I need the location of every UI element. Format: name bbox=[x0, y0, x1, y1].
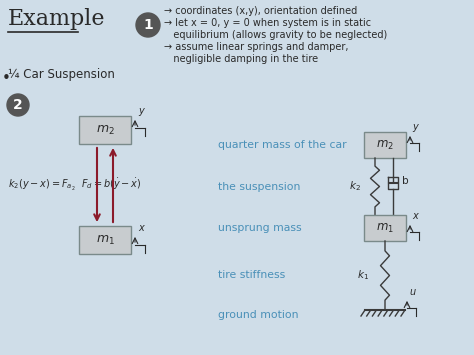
Text: •: • bbox=[2, 71, 11, 86]
Text: b: b bbox=[402, 175, 409, 186]
Text: y: y bbox=[412, 122, 418, 132]
Text: $k_2(y-x)=F_{a_2}\ \ F_d=b(\dot{y}-\dot{x})$: $k_2(y-x)=F_{a_2}\ \ F_d=b(\dot{y}-\dot{… bbox=[8, 177, 142, 193]
Circle shape bbox=[136, 13, 160, 37]
Text: quarter mass of the car: quarter mass of the car bbox=[218, 140, 346, 150]
Text: x: x bbox=[412, 211, 418, 221]
Text: u: u bbox=[409, 287, 415, 297]
Text: the suspension: the suspension bbox=[218, 181, 301, 191]
Text: x: x bbox=[138, 223, 144, 233]
Text: tire stiffness: tire stiffness bbox=[218, 271, 285, 280]
Text: → assume linear springs and damper,: → assume linear springs and damper, bbox=[164, 42, 348, 52]
Text: y: y bbox=[138, 106, 144, 116]
FancyBboxPatch shape bbox=[79, 226, 131, 254]
Text: $m_2$: $m_2$ bbox=[96, 124, 114, 137]
Text: unsprung mass: unsprung mass bbox=[218, 223, 301, 233]
Text: $m_2$: $m_2$ bbox=[376, 138, 394, 152]
Text: 2: 2 bbox=[13, 98, 23, 112]
Text: → let x = 0, y = 0 when system is in static: → let x = 0, y = 0 when system is in sta… bbox=[164, 18, 371, 28]
FancyBboxPatch shape bbox=[364, 132, 406, 158]
Circle shape bbox=[7, 94, 29, 116]
Text: negligible damping in the tire: negligible damping in the tire bbox=[164, 54, 318, 64]
Text: Example: Example bbox=[8, 8, 106, 30]
Text: $m_1$: $m_1$ bbox=[376, 222, 394, 235]
Text: $k_2$: $k_2$ bbox=[349, 180, 361, 193]
Text: ¼ Car Suspension: ¼ Car Suspension bbox=[8, 68, 115, 81]
Text: $m_1$: $m_1$ bbox=[96, 234, 114, 247]
FancyBboxPatch shape bbox=[364, 215, 406, 241]
Text: ground motion: ground motion bbox=[218, 310, 299, 320]
Text: → coordinates (x,y), orientation defined: → coordinates (x,y), orientation defined bbox=[164, 6, 357, 16]
FancyBboxPatch shape bbox=[79, 116, 131, 144]
Text: $k_1$: $k_1$ bbox=[357, 269, 369, 282]
Text: 1: 1 bbox=[143, 18, 153, 32]
Text: equilibrium (allows gravity to be neglected): equilibrium (allows gravity to be neglec… bbox=[164, 30, 387, 40]
